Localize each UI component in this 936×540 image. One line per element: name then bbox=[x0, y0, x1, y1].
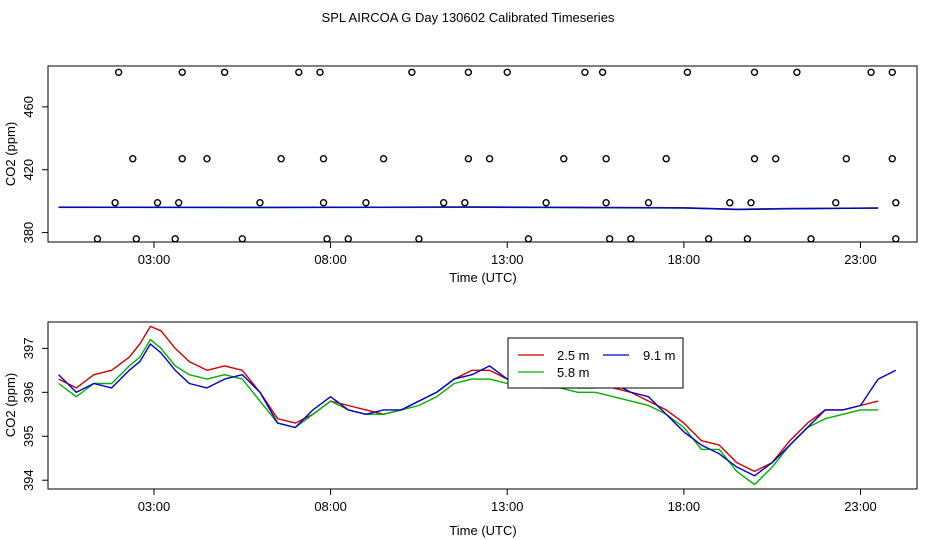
calibration-point bbox=[524, 235, 533, 243]
panel-calibration: 03:00 08:00 13:00 18:00 23:00 380 420 460 Time … bbox=[3, 65, 918, 285]
calibration-point bbox=[485, 155, 494, 163]
calibration-point bbox=[644, 199, 653, 207]
calibration-point bbox=[344, 235, 352, 243]
x-tick-label: 08:00 bbox=[314, 252, 347, 267]
calibration-point bbox=[319, 155, 328, 163]
calibration-point bbox=[175, 199, 183, 207]
calibration-point bbox=[439, 199, 448, 207]
calibration-point bbox=[319, 199, 328, 207]
calibration-point bbox=[277, 155, 285, 163]
series-line-5-8-m bbox=[58, 338, 879, 486]
y-tick-label: 395 bbox=[21, 425, 36, 447]
x-tick-label: 03:00 bbox=[138, 252, 171, 267]
calibration-point bbox=[662, 155, 670, 163]
calibration-point bbox=[464, 155, 473, 163]
calibration-point bbox=[111, 199, 119, 207]
y-tick-label: 394 bbox=[21, 469, 36, 491]
calibration-point bbox=[605, 235, 614, 243]
calibration-point bbox=[627, 235, 635, 243]
calibration-point bbox=[256, 199, 264, 207]
x-tick-label: 18:00 bbox=[668, 252, 701, 267]
panel-timeseries: 03:00 08:00 13:00 18:00 23:00 394 395 396 397 Ti… bbox=[3, 321, 918, 538]
calibration-point bbox=[153, 199, 162, 207]
series-line-9-1-m bbox=[58, 206, 879, 211]
calibration-point bbox=[203, 155, 211, 163]
calibration-point bbox=[598, 68, 607, 76]
calibration-point bbox=[793, 68, 801, 76]
x-axis-label: Time (UTC) bbox=[449, 523, 516, 538]
legend-label-2-5m: 2.5 m bbox=[557, 348, 590, 363]
calibration-point bbox=[132, 235, 141, 243]
calibration-point bbox=[560, 155, 568, 163]
calibration-point bbox=[743, 235, 752, 243]
legend: 2.5 m 9.1 m 5.8 m bbox=[507, 337, 684, 389]
calibration-point bbox=[602, 199, 610, 207]
calibration-point bbox=[503, 68, 511, 76]
calibration-point bbox=[842, 155, 851, 163]
calibration-point bbox=[295, 68, 303, 76]
calibration-point bbox=[832, 199, 840, 207]
calibration-point bbox=[93, 235, 102, 243]
plot-area: 03:00 08:00 13:00 18:00 23:00 394 395 396 397 bbox=[21, 325, 897, 514]
calibration-point bbox=[464, 68, 473, 76]
x-tick-label: 08:00 bbox=[314, 499, 347, 514]
x-tick-label: 03:00 bbox=[138, 499, 171, 514]
chart-title: SPL AIRCOA G Day 130602 Calibrated Times… bbox=[322, 10, 615, 25]
x-tick-label: 13:00 bbox=[491, 499, 524, 514]
calibration-point bbox=[726, 199, 734, 207]
calibration-point bbox=[323, 235, 331, 243]
calibration-point bbox=[888, 68, 896, 76]
y-tick-label: 420 bbox=[21, 159, 36, 181]
calibration-point bbox=[771, 155, 780, 163]
calibration-point bbox=[171, 235, 179, 243]
calibration-point bbox=[892, 235, 900, 243]
plot-frame bbox=[47, 65, 918, 243]
calibration-point bbox=[750, 155, 759, 163]
y-tick-label: 397 bbox=[21, 338, 36, 360]
x-tick-label: 23:00 bbox=[844, 499, 877, 514]
plot-area: 03:00 08:00 13:00 18:00 23:00 380 420 460 bbox=[21, 68, 900, 267]
calibration-point bbox=[415, 235, 423, 243]
x-tick-label: 13:00 bbox=[491, 252, 524, 267]
series-line-9-1-m bbox=[58, 343, 897, 477]
calibration-point bbox=[888, 155, 896, 163]
legend-label-9-1m: 9.1 m bbox=[643, 348, 676, 363]
calibration-point bbox=[316, 68, 324, 76]
y-tick-label: 396 bbox=[21, 381, 36, 403]
y-tick-label: 460 bbox=[21, 96, 36, 118]
calibration-point bbox=[461, 199, 469, 207]
calibration-point bbox=[867, 68, 875, 76]
calibration-point bbox=[114, 68, 123, 76]
calibration-point bbox=[750, 68, 759, 76]
calibration-point bbox=[362, 199, 370, 207]
calibration-point bbox=[238, 235, 246, 243]
calibration-point bbox=[581, 68, 589, 76]
x-tick-label: 23:00 bbox=[844, 252, 877, 267]
y-axis-label: CO2 (ppm) bbox=[3, 122, 18, 186]
calibration-point bbox=[892, 199, 900, 207]
calibration-point bbox=[704, 235, 713, 243]
calibration-point bbox=[747, 199, 755, 207]
calibration-point bbox=[178, 155, 186, 163]
calibration-point bbox=[602, 155, 610, 163]
calibration-point bbox=[542, 199, 550, 207]
calibration-point bbox=[178, 68, 186, 76]
x-tick-label: 18:00 bbox=[668, 499, 701, 514]
calibration-point bbox=[129, 155, 137, 163]
calibration-point bbox=[220, 68, 229, 76]
calibration-point bbox=[379, 155, 388, 163]
x-axis-label: Time (UTC) bbox=[449, 270, 516, 285]
y-tick-label: 380 bbox=[21, 222, 36, 244]
legend-label-5-8m: 5.8 m bbox=[557, 365, 590, 380]
legend-box bbox=[507, 337, 684, 389]
series-line-2-5-m bbox=[58, 325, 879, 473]
y-axis-label: CO2 (ppm) bbox=[3, 373, 18, 437]
calibration-point bbox=[807, 235, 815, 243]
calibration-point bbox=[683, 68, 692, 76]
plot-frame bbox=[47, 321, 918, 490]
calibration-point bbox=[408, 68, 416, 76]
